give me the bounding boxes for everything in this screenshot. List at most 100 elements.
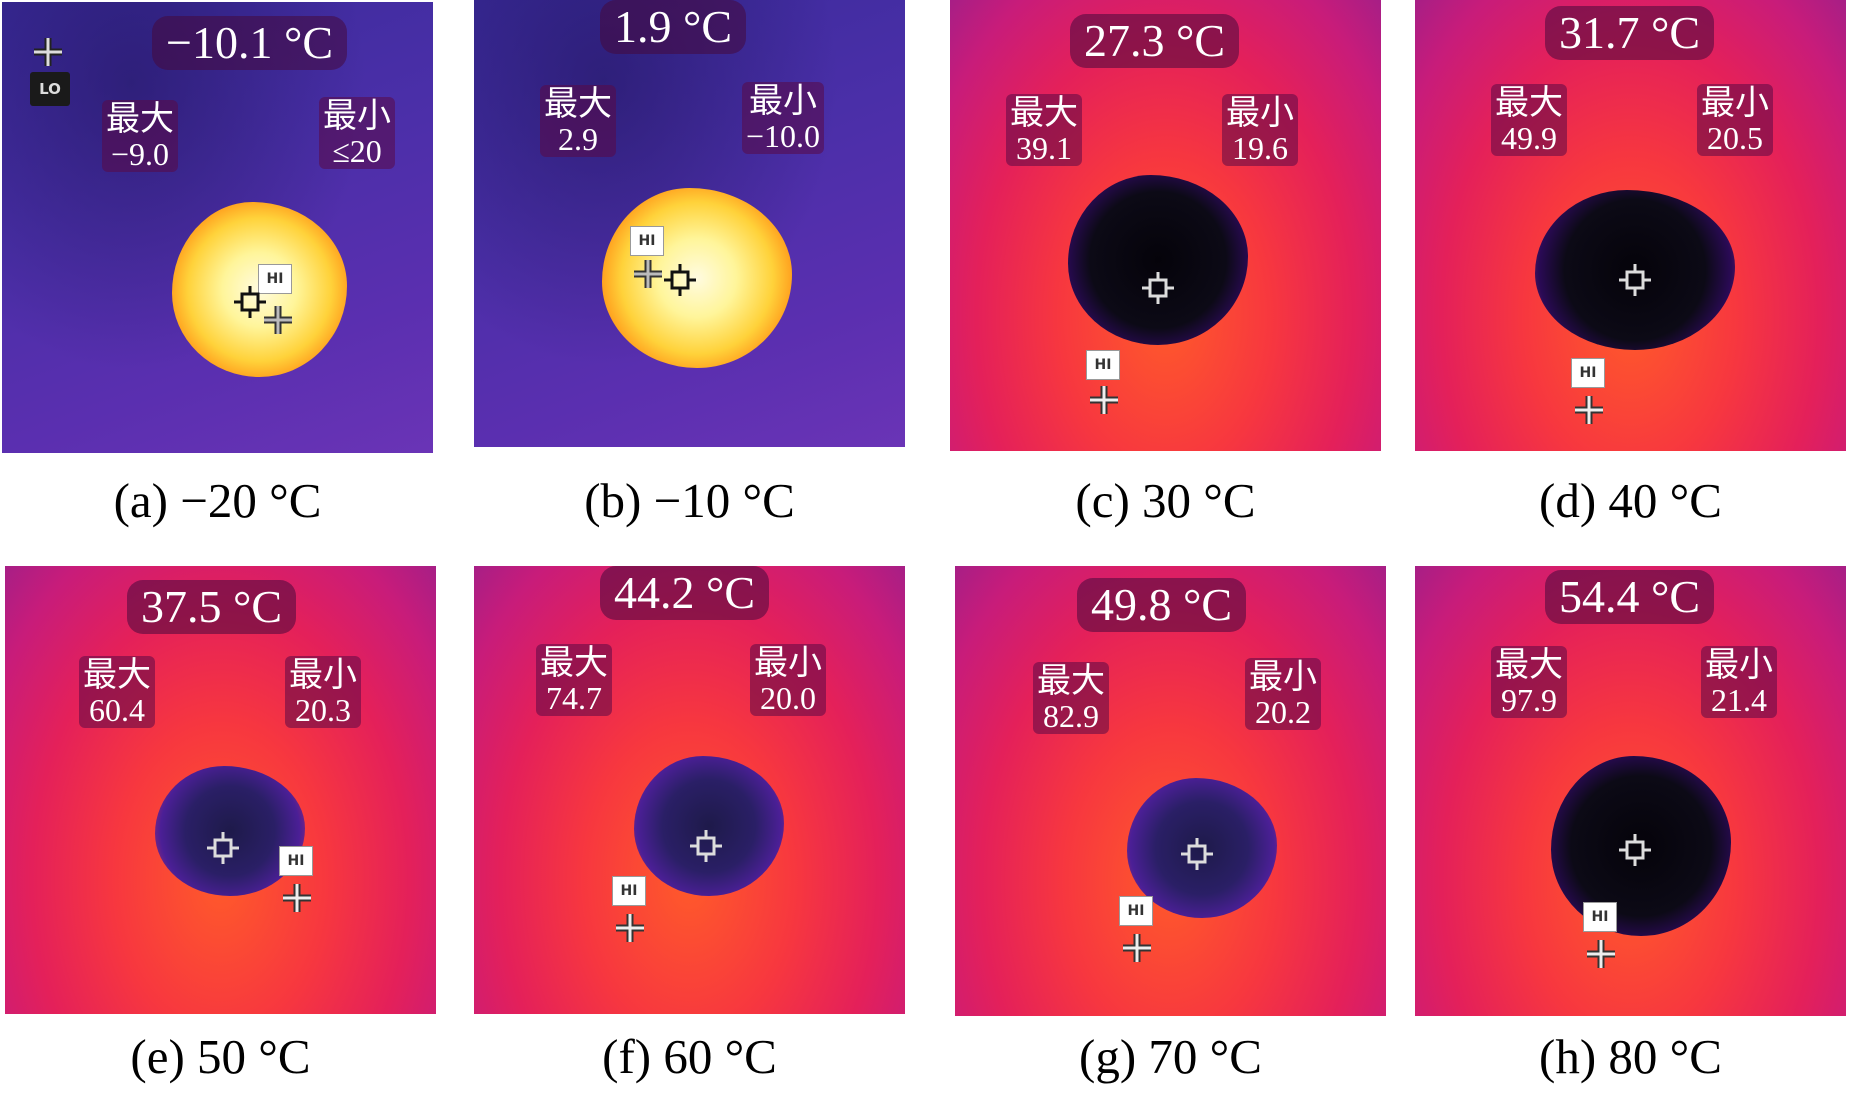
hi-tag: HI	[258, 264, 292, 294]
center-reticle-icon	[1619, 834, 1651, 866]
max-value: 74.7	[546, 679, 602, 716]
max-readout: 最大 −9.0	[102, 100, 178, 172]
center-reticle-icon	[664, 264, 696, 296]
thermal-image-b: 1.9 °C 最大 2.9 最小 −10.0 HI	[474, 0, 905, 447]
spot-temperature: 31.7 °C	[1545, 6, 1715, 60]
hi-tag: HI	[1583, 902, 1617, 932]
hi-tag: HI	[1571, 358, 1605, 388]
max-label: 最大	[1037, 661, 1105, 701]
spot-temperature: 37.5 °C	[127, 580, 297, 634]
min-label: 最小	[754, 643, 822, 683]
max-readout: 最大 74.7	[536, 644, 612, 716]
max-value: 49.9	[1501, 119, 1557, 156]
max-label: 最大	[544, 84, 612, 124]
thermal-image-f: 44.2 °C 最大 74.7 最小 20.0 HI	[474, 566, 905, 1014]
min-value: 20.0	[760, 679, 816, 716]
min-value: 21.4	[1711, 681, 1767, 718]
thermal-image-c: 27.3 °C 最大 39.1 最小 19.6 HI	[950, 0, 1381, 451]
min-readout: 最小 20.5	[1697, 84, 1773, 156]
min-readout: 最小 20.0	[750, 644, 826, 716]
hi-crosshair-icon	[634, 260, 662, 288]
spot-temperature: 54.4 °C	[1545, 570, 1715, 624]
caption-d: (d) 40 °C	[1539, 473, 1722, 528]
max-value: 2.9	[558, 120, 598, 157]
center-reticle-icon	[1181, 838, 1213, 870]
min-label: 最小	[1226, 93, 1294, 133]
thermal-image-e: 37.5 °C 最大 60.4 最小 20.3 HI	[5, 566, 436, 1014]
hi-crosshair-icon	[264, 306, 292, 334]
hi-tag: HI	[1119, 896, 1153, 926]
min-label: 最小	[1705, 645, 1773, 685]
hi-crosshair-icon	[616, 914, 644, 942]
min-readout: 最小 20.2	[1245, 658, 1321, 730]
min-value: 20.2	[1255, 693, 1311, 730]
max-label: 最大	[540, 643, 608, 683]
max-value: 82.9	[1043, 697, 1099, 734]
max-value: −9.0	[110, 135, 170, 172]
max-value: 60.4	[89, 691, 145, 728]
cold-spot	[1127, 778, 1277, 918]
center-reticle-icon	[690, 830, 722, 862]
max-label: 最大	[1495, 645, 1563, 685]
center-reticle-icon	[207, 832, 239, 864]
min-label: 最小	[1701, 83, 1769, 123]
min-label: 最小	[323, 96, 391, 136]
center-reticle-icon	[1619, 264, 1651, 296]
caption-g: (g) 70 °C	[1079, 1029, 1262, 1084]
spot-temperature: 1.9 °C	[600, 0, 747, 54]
hi-crosshair-icon	[283, 884, 311, 912]
caption-f: (f) 60 °C	[602, 1029, 777, 1084]
min-value: 20.3	[295, 691, 351, 728]
max-label: 最大	[1495, 83, 1563, 123]
min-value: 20.5	[1707, 119, 1763, 156]
hi-tag: HI	[612, 876, 646, 906]
max-readout: 最大 82.9	[1033, 662, 1109, 734]
lo-crosshair-icon	[34, 38, 62, 66]
hi-tag: HI	[1086, 350, 1120, 380]
cold-spot	[1068, 175, 1248, 345]
min-label: 最小	[289, 655, 357, 695]
min-readout: 最小 20.3	[285, 656, 361, 728]
max-value: 97.9	[1501, 681, 1557, 718]
max-readout: 最大 39.1	[1006, 94, 1082, 166]
max-label: 最大	[1010, 93, 1078, 133]
min-value: −10.0	[746, 117, 821, 154]
min-label: 最小	[749, 81, 818, 121]
hi-crosshair-icon	[1587, 940, 1615, 968]
hi-tag: HI	[630, 226, 664, 256]
max-label: 最大	[83, 655, 151, 695]
min-readout: 最小 19.6	[1222, 94, 1298, 166]
cold-spot	[634, 756, 784, 896]
spot-temperature: 44.2 °C	[600, 566, 770, 620]
cold-spot	[1551, 756, 1731, 936]
center-reticle-icon	[234, 286, 266, 318]
max-readout: 最大 49.9	[1491, 84, 1567, 156]
thermal-image-g: 49.8 °C 最大 82.9 最小 20.2 HI	[955, 566, 1386, 1016]
caption-e: (e) 50 °C	[130, 1029, 311, 1084]
thermal-image-d: 31.7 °C 最大 49.9 最小 20.5 HI	[1415, 0, 1846, 451]
min-value: ≤20	[332, 132, 382, 169]
min-readout: 最小 21.4	[1701, 646, 1777, 718]
thermal-image-h: 54.4 °C 最大 97.9 最小 21.4 HI	[1415, 566, 1846, 1016]
thermal-image-a: −10.1 °C 最大 −9.0 最小 ≤20 LO HI	[2, 2, 433, 453]
min-value: 19.6	[1232, 129, 1288, 166]
caption-h: (h) 80 °C	[1539, 1029, 1722, 1084]
min-label: 最小	[1249, 657, 1317, 697]
spot-temperature: 27.3 °C	[1070, 14, 1240, 68]
caption-c: (c) 30 °C	[1075, 473, 1256, 528]
max-value: 39.1	[1016, 129, 1072, 166]
spot-temperature: −10.1 °C	[152, 16, 348, 70]
hi-tag: HI	[279, 846, 313, 876]
caption-a: (a) −20 °C	[113, 473, 322, 528]
min-readout: 最小 −10.0	[742, 81, 825, 154]
spot-temperature: 49.8 °C	[1077, 578, 1247, 632]
caption-b: (b) −10 °C	[584, 473, 795, 528]
center-reticle-icon	[1142, 272, 1174, 304]
max-label: 最大	[106, 99, 174, 139]
hi-crosshair-icon	[1575, 396, 1603, 424]
hot-spot	[602, 188, 792, 368]
max-readout: 最大 97.9	[1491, 646, 1567, 718]
lo-tag: LO	[30, 72, 70, 106]
hi-crosshair-icon	[1090, 386, 1118, 414]
min-readout: 最小 ≤20	[319, 97, 395, 169]
